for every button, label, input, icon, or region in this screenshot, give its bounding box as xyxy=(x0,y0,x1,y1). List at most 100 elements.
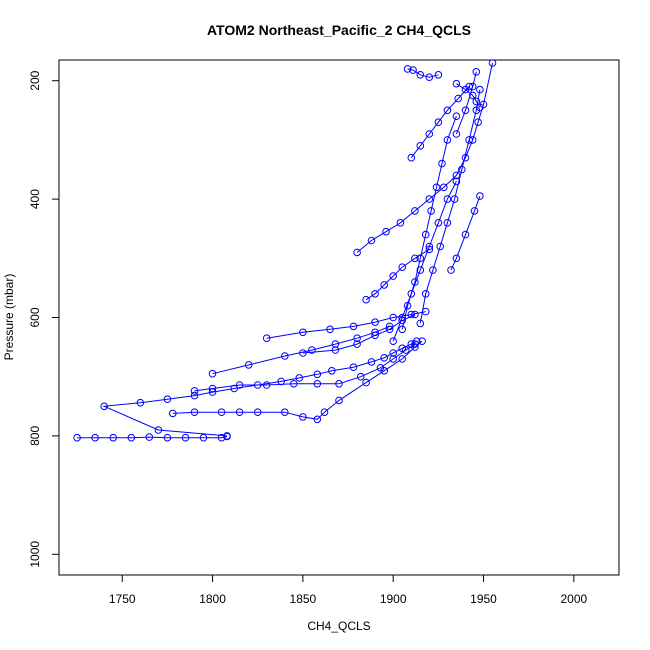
data-point xyxy=(402,346,410,354)
data-point xyxy=(452,171,461,180)
data-point xyxy=(434,118,443,126)
data-point xyxy=(136,398,145,407)
series-line-segment xyxy=(102,340,417,437)
data-point xyxy=(411,340,419,348)
data-point xyxy=(443,219,452,227)
x-tick-label: 1750 xyxy=(109,592,136,606)
data-point xyxy=(416,142,425,150)
data-point xyxy=(235,381,244,389)
data-point xyxy=(169,409,177,418)
data-point xyxy=(389,355,398,363)
data-point xyxy=(100,402,108,411)
series-line-segment xyxy=(455,71,477,135)
data-point xyxy=(461,85,470,94)
data-point xyxy=(465,136,473,144)
data-point xyxy=(281,408,289,417)
data-point xyxy=(443,195,452,203)
data-point xyxy=(371,331,379,340)
data-point xyxy=(488,60,497,67)
data-point xyxy=(181,433,190,442)
data-point xyxy=(353,248,361,257)
data-point xyxy=(461,230,470,239)
data-point xyxy=(335,396,343,405)
series-line-segment xyxy=(450,195,481,271)
data-point xyxy=(407,290,416,298)
data-point xyxy=(389,337,398,346)
data-point xyxy=(127,433,136,442)
data-point xyxy=(468,91,477,100)
data-point xyxy=(425,130,434,138)
data-point xyxy=(411,254,419,263)
data-point xyxy=(91,433,99,442)
data-point xyxy=(253,408,262,417)
data-point xyxy=(425,195,434,203)
data-point xyxy=(434,71,443,79)
series-line-segment xyxy=(365,248,430,301)
data-point xyxy=(262,381,271,389)
data-point xyxy=(208,384,217,393)
series-line-segment xyxy=(356,62,493,253)
y-tick-label: 400 xyxy=(28,189,42,209)
data-point xyxy=(411,207,419,215)
data-point xyxy=(432,183,441,192)
x-tick-label: 1950 xyxy=(470,592,497,606)
data-point xyxy=(443,106,452,115)
y-tick-label: 800 xyxy=(28,426,42,446)
x-tick-label: 1900 xyxy=(380,592,407,606)
data-point xyxy=(199,433,208,442)
data-point xyxy=(163,433,172,442)
data-point xyxy=(472,97,481,106)
data-marks xyxy=(73,60,497,442)
data-point xyxy=(438,159,446,168)
data-point xyxy=(299,349,307,357)
y-tick-label: 600 xyxy=(28,307,42,327)
data-point xyxy=(440,183,448,192)
data-point xyxy=(190,387,199,395)
data-point xyxy=(385,325,394,334)
data-point xyxy=(362,295,370,304)
y-tick-label: 1000 xyxy=(28,541,42,568)
data-point xyxy=(403,301,412,310)
data-point xyxy=(389,349,398,357)
data-point xyxy=(398,263,407,272)
data-point xyxy=(389,272,398,280)
data-point xyxy=(418,337,426,346)
data-point xyxy=(411,343,419,351)
data-point xyxy=(416,319,425,328)
data-point xyxy=(308,346,316,354)
data-point xyxy=(353,340,361,348)
data-point xyxy=(353,334,361,343)
series-line-segment xyxy=(392,181,457,342)
data-point xyxy=(450,195,459,203)
data-point xyxy=(389,313,398,322)
data-point xyxy=(416,254,425,263)
data-point xyxy=(398,355,407,363)
data-point xyxy=(434,219,443,227)
data-point xyxy=(429,266,437,274)
data-point xyxy=(443,136,452,144)
data-point xyxy=(356,372,365,381)
data-point xyxy=(421,290,430,298)
data-point xyxy=(427,207,435,215)
series-line-segment xyxy=(419,89,481,324)
plot-frame xyxy=(58,59,620,576)
data-point xyxy=(154,426,163,434)
data-point xyxy=(349,322,358,331)
data-point xyxy=(331,340,340,348)
data-point xyxy=(313,370,322,379)
data-point xyxy=(380,281,389,289)
data-point xyxy=(447,266,455,274)
data-point xyxy=(235,408,244,417)
data-point xyxy=(109,433,117,442)
data-point xyxy=(398,344,407,353)
data-point xyxy=(452,177,461,186)
x-tick-label: 1850 xyxy=(290,592,317,606)
data-point xyxy=(367,358,376,366)
data-point xyxy=(190,391,199,400)
data-point xyxy=(313,380,322,388)
series-line-segment xyxy=(401,116,457,330)
data-point xyxy=(217,433,226,442)
data-point xyxy=(452,112,461,120)
